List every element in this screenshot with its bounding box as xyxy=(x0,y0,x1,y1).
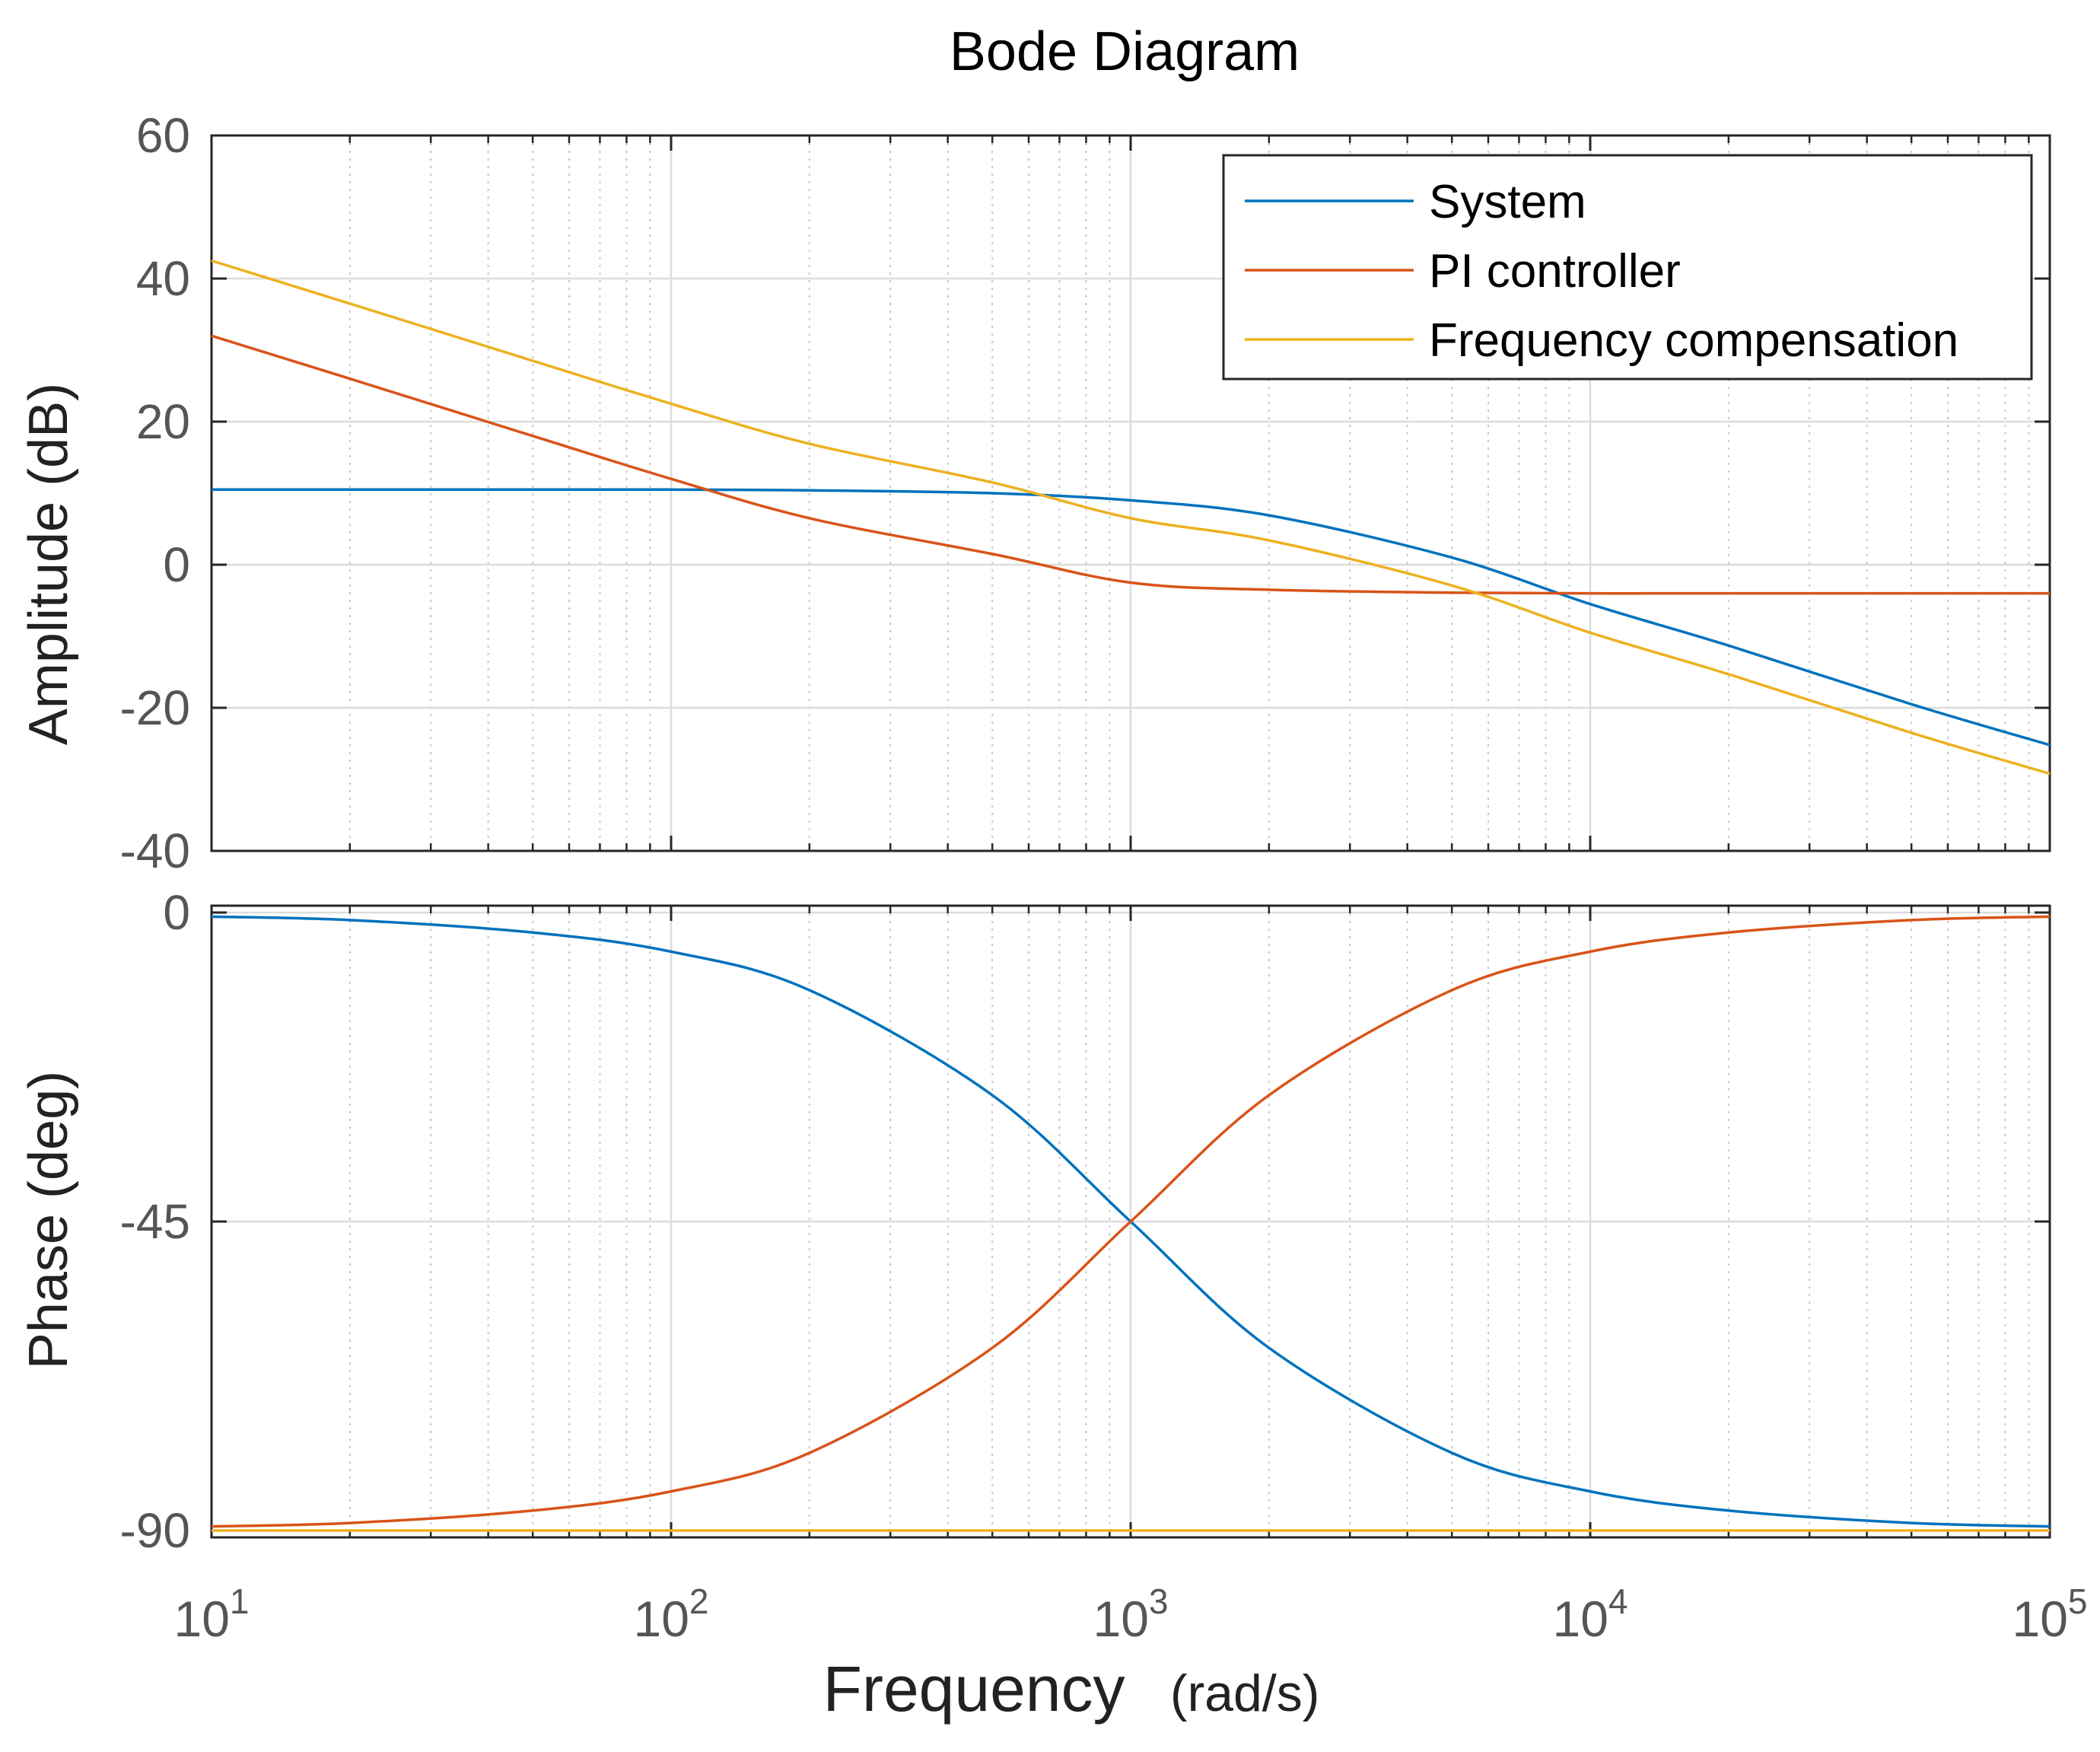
phase-y-axis-label: Phase (deg) xyxy=(18,1071,79,1369)
x-tick-labels: 101 102 103 104 105 xyxy=(173,1582,2087,1647)
x-tick-label-base: 10 xyxy=(2012,1591,2067,1647)
x-tick-label: 101 xyxy=(173,1582,249,1647)
phase-series-pi-controller xyxy=(211,915,2051,1528)
x-tick-label-base: 10 xyxy=(1552,1591,1608,1647)
x-tick-label-base: 10 xyxy=(1093,1591,1148,1647)
phase-y-tick-label: -45 xyxy=(120,1194,191,1249)
legend-entry-label: System xyxy=(1429,176,1586,228)
x-tick-label-exponent: 1 xyxy=(230,1582,250,1621)
magnitude-y-axis-label: Amplitude (dB) xyxy=(18,383,79,745)
magnitude-series-pi-controller xyxy=(211,334,2050,595)
x-tick-label-base: 10 xyxy=(633,1591,689,1647)
legend: System PI controller Frequency compensatio… xyxy=(1222,154,2033,381)
x-tick-label-exponent: 3 xyxy=(1149,1582,1169,1621)
x-axis-label: Frequency (rad/s) xyxy=(823,1653,1320,1725)
legend-entry-label: Frequency compensation xyxy=(1429,314,1958,367)
magnitude-y-tick-label: -20 xyxy=(120,680,191,735)
x-tick-label: 103 xyxy=(1093,1582,1168,1647)
phase-y-tick-label: 0 xyxy=(163,885,190,940)
magnitude-series-frequency-compensation xyxy=(211,259,2051,776)
legend-entry-label: PI controller xyxy=(1429,245,1681,298)
magnitude-y-tick-label: -40 xyxy=(120,823,191,878)
x-axis-label-units: (rad/s) xyxy=(1170,1664,1319,1722)
phase-y-tick-label: -90 xyxy=(120,1503,191,1558)
x-tick-label-base: 10 xyxy=(173,1591,229,1647)
x-tick-label: 102 xyxy=(633,1582,708,1647)
chart-title: Bode Diagram xyxy=(950,21,1300,82)
x-tick-label: 104 xyxy=(1552,1582,1628,1647)
x-axis-label-text: Frequency xyxy=(823,1653,1125,1725)
x-tick-label: 105 xyxy=(2012,1582,2087,1647)
x-tick-label-exponent: 4 xyxy=(1608,1582,1628,1621)
magnitude-series-system xyxy=(211,488,2051,747)
magnitude-y-tick-label: 20 xyxy=(136,394,190,449)
magnitude-y-tick-label: 0 xyxy=(163,537,190,592)
phase-panel: 0 -45 -90 xyxy=(120,885,2051,1558)
legend-box xyxy=(1222,154,2033,381)
x-tick-label-exponent: 5 xyxy=(2068,1582,2088,1621)
x-tick-label-exponent: 2 xyxy=(689,1582,709,1621)
magnitude-y-tick-label: 60 xyxy=(136,108,190,163)
magnitude-y-tick-label: 40 xyxy=(136,251,190,306)
